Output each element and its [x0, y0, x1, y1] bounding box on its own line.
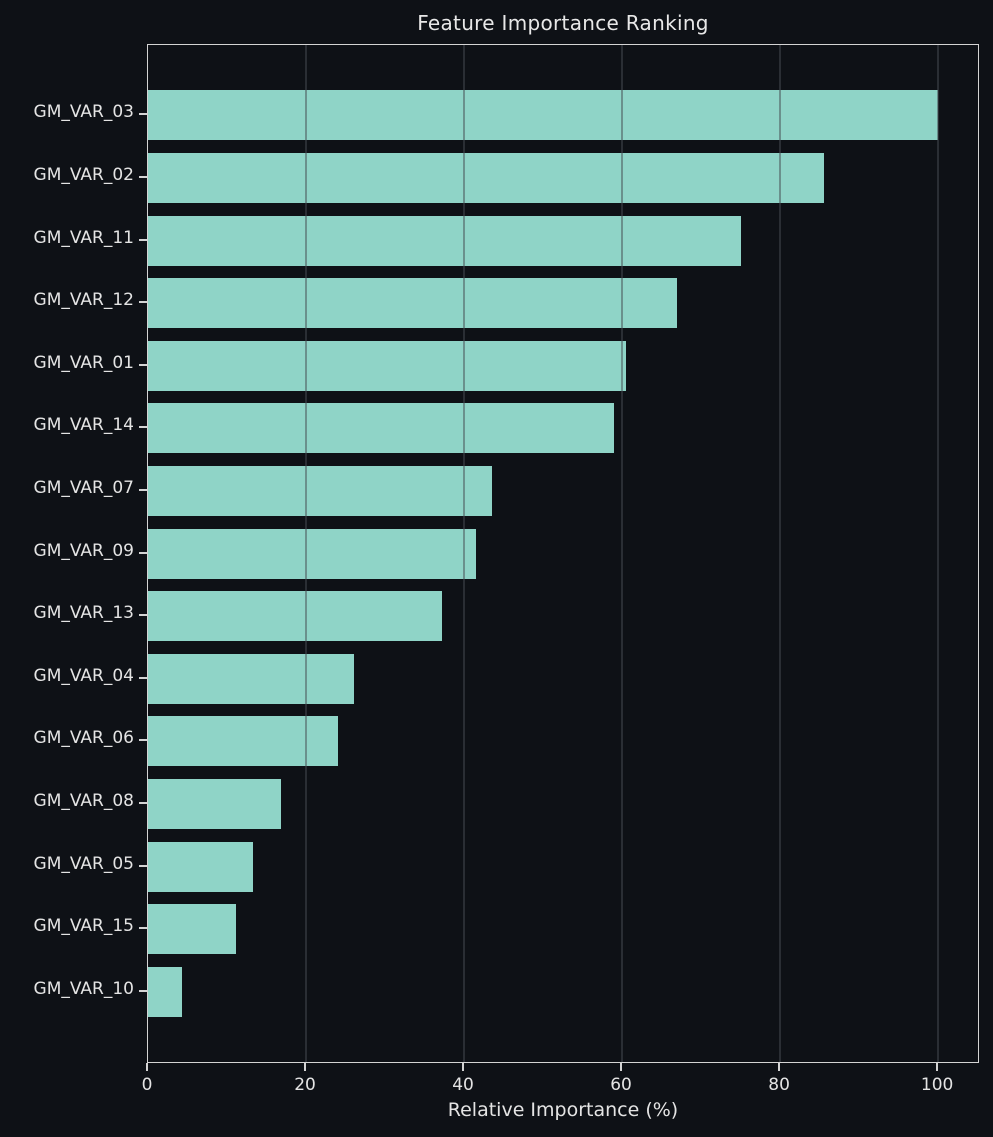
x-tick-label: 80 [768, 1075, 790, 1095]
bar-gm_var_13 [148, 591, 442, 642]
y-tick-mark [139, 989, 147, 992]
y-tick-mark [139, 426, 147, 429]
y-tick-mark [139, 614, 147, 617]
x-tick-mark [304, 1063, 307, 1071]
x-tick-label: 0 [141, 1075, 153, 1095]
bar-gm_var_12 [148, 278, 677, 329]
gridline-20 [305, 45, 308, 1062]
gridline-40 [463, 45, 466, 1062]
y-tick-mark [139, 489, 147, 491]
bar-gm_var_01 [148, 340, 627, 391]
y-tick-mark [139, 676, 147, 679]
y-tick-mark [139, 802, 147, 804]
y-tick-label: GM_VAR_02 [33, 165, 134, 185]
y-tick-label: GM_VAR_08 [33, 791, 134, 811]
gridline-100 [937, 45, 940, 1062]
y-tick-mark [139, 238, 147, 241]
bar-gm_var_10 [148, 966, 182, 1017]
bar-gm_var_08 [148, 779, 281, 829]
y-tick-mark [139, 864, 147, 867]
chart-title: Feature Importance Ranking [417, 11, 709, 35]
y-tick-mark [139, 301, 147, 304]
y-tick-label: GM_VAR_05 [33, 853, 134, 874]
y-tick-label: GM_VAR_03 [33, 102, 134, 123]
bar-gm_var_02 [148, 153, 824, 203]
bar-gm_var_03 [148, 90, 939, 141]
y-tick-mark [139, 176, 147, 178]
x-tick-mark [462, 1063, 465, 1071]
y-tick-label: GM_VAR_07 [33, 478, 134, 498]
y-tick-mark [139, 113, 147, 116]
bar-gm_var_11 [148, 215, 741, 266]
y-tick-mark [139, 363, 147, 366]
y-tick-label: GM_VAR_10 [33, 978, 134, 999]
y-tick-label: GM_VAR_11 [33, 227, 134, 248]
x-tick-mark [620, 1063, 623, 1071]
bar-gm_var_14 [148, 403, 615, 454]
y-tick-label: GM_VAR_04 [33, 665, 134, 686]
x-tick-mark [778, 1063, 781, 1071]
x-tick-label: 60 [610, 1075, 632, 1095]
y-tick-label: GM_VAR_09 [33, 540, 134, 561]
bar-gm_var_09 [148, 528, 476, 579]
y-tick-mark [139, 739, 147, 742]
y-tick-label: GM_VAR_13 [33, 603, 134, 624]
bar-gm_var_07 [148, 466, 493, 516]
gridline-60 [621, 45, 624, 1062]
y-tick-label: GM_VAR_15 [33, 916, 134, 937]
bar-gm_var_04 [148, 653, 355, 704]
y-tick-label: GM_VAR_14 [33, 415, 134, 436]
x-axis-title: Relative Importance (%) [447, 1099, 679, 1121]
x-tick-label: 100 [920, 1075, 954, 1095]
x-tick-label: 40 [452, 1075, 474, 1095]
x-tick-mark [936, 1063, 939, 1071]
gridline-80 [779, 45, 782, 1062]
plot-area [147, 44, 979, 1063]
bar-gm_var_15 [148, 904, 237, 955]
bar-gm_var_06 [148, 716, 338, 767]
y-tick-label: GM_VAR_01 [33, 352, 134, 373]
x-tick-mark [146, 1063, 148, 1071]
x-tick-label: 20 [294, 1075, 316, 1095]
y-tick-mark [139, 927, 147, 930]
y-tick-mark [139, 551, 147, 554]
y-tick-label: GM_VAR_06 [33, 728, 134, 749]
bar-gm_var_05 [148, 841, 254, 892]
y-tick-label: GM_VAR_12 [33, 290, 134, 311]
